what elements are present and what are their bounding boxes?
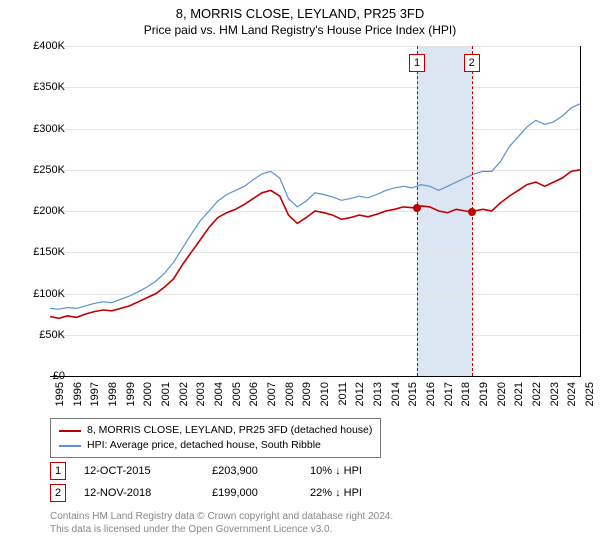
event-row-price: £199,000: [212, 487, 292, 499]
xtick-label: 2005: [231, 382, 243, 406]
ytick-label: £0: [53, 370, 65, 382]
xtick-label: 2001: [160, 382, 172, 406]
event-row-diff: 22% ↓ HPI: [310, 487, 420, 499]
xtick-label: 2021: [513, 382, 525, 406]
xtick-label: 2018: [460, 382, 472, 406]
legend-swatch: [59, 445, 81, 447]
xtick-label: 1999: [125, 382, 137, 406]
event-row-date: 12-NOV-2018: [84, 487, 194, 499]
xtick-label: 2014: [390, 382, 402, 406]
chart-title: 8, MORRIS CLOSE, LEYLAND, PR25 3FD: [0, 0, 600, 21]
xtick-label: 2011: [337, 382, 349, 406]
ytick-label: £350K: [33, 81, 65, 93]
plot-area: 12: [50, 46, 581, 377]
event-row-date: 12-OCT-2015: [84, 465, 194, 477]
xtick-label: 2006: [248, 382, 260, 406]
series-hpi: [50, 104, 580, 309]
xtick-label: 1996: [72, 382, 84, 406]
xtick-label: 2024: [566, 382, 578, 406]
xtick-label: 2017: [443, 382, 455, 406]
xtick-label: 1998: [107, 382, 119, 406]
xtick-label: 2002: [178, 382, 190, 406]
xtick-label: 2007: [266, 382, 278, 406]
ytick-label: £150K: [33, 246, 65, 258]
xtick-label: 2023: [549, 382, 561, 406]
xtick-label: 2015: [407, 382, 419, 406]
attribution-text: Contains HM Land Registry data © Crown c…: [50, 510, 393, 536]
legend-label: HPI: Average price, detached house, Sout…: [87, 438, 321, 453]
event-row-number: 2: [50, 484, 66, 502]
ytick-label: £50K: [39, 329, 65, 341]
ytick-label: £250K: [33, 164, 65, 176]
xtick-label: 2010: [319, 382, 331, 406]
event-number-box: 1: [409, 54, 425, 72]
event-row-price: £203,900: [212, 465, 292, 477]
xtick-label: 2004: [213, 382, 225, 406]
legend: 8, MORRIS CLOSE, LEYLAND, PR25 3FD (deta…: [50, 418, 381, 458]
ytick-label: £400K: [33, 40, 65, 52]
legend-label: 8, MORRIS CLOSE, LEYLAND, PR25 3FD (deta…: [87, 423, 372, 438]
xtick-label: 2013: [372, 382, 384, 406]
event-number-box: 2: [464, 54, 480, 72]
event-row: 1 12-OCT-2015 £203,900 10% ↓ HPI: [50, 460, 420, 482]
event-row-diff: 10% ↓ HPI: [310, 465, 420, 477]
xtick-label: 2025: [584, 382, 596, 406]
xtick-label: 2000: [142, 382, 154, 406]
xtick-label: 2016: [425, 382, 437, 406]
attribution-line2: This data is licensed under the Open Gov…: [50, 523, 393, 536]
xtick-label: 2009: [301, 382, 313, 406]
xtick-label: 2008: [284, 382, 296, 406]
attribution-line1: Contains HM Land Registry data © Crown c…: [50, 510, 393, 523]
legend-item: 8, MORRIS CLOSE, LEYLAND, PR25 3FD (deta…: [59, 423, 372, 438]
xtick-label: 1997: [89, 382, 101, 406]
legend-swatch: [59, 430, 81, 432]
xtick-label: 2022: [531, 382, 543, 406]
event-marker-dot: [468, 208, 476, 216]
xtick-label: 2012: [354, 382, 366, 406]
chart-container: 8, MORRIS CLOSE, LEYLAND, PR25 3FD Price…: [0, 0, 600, 560]
ytick-label: £200K: [33, 205, 65, 217]
events-table: 1 12-OCT-2015 £203,900 10% ↓ HPI 2 12-NOV-201…: [50, 460, 420, 504]
event-marker-dot: [413, 204, 421, 212]
ytick-label: £100K: [33, 288, 65, 300]
xtick-label: 2020: [496, 382, 508, 406]
event-row: 2 12-NOV-2018 £199,000 22% ↓ HPI: [50, 482, 420, 504]
legend-item: HPI: Average price, detached house, Sout…: [59, 438, 372, 453]
event-row-number: 1: [50, 462, 66, 480]
ytick-label: £300K: [33, 123, 65, 135]
xtick-label: 1995: [54, 382, 66, 406]
chart-subtitle: Price paid vs. HM Land Registry's House …: [0, 21, 600, 41]
xtick-label: 2019: [478, 382, 490, 406]
line-series-svg: [50, 46, 580, 376]
xtick-label: 2003: [195, 382, 207, 406]
